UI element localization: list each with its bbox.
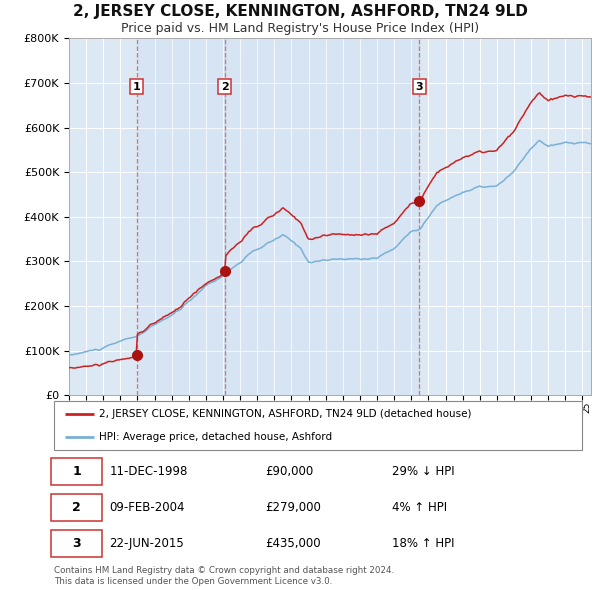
Text: 2, JERSEY CLOSE, KENNINGTON, ASHFORD, TN24 9LD: 2, JERSEY CLOSE, KENNINGTON, ASHFORD, TN… [73, 4, 527, 19]
Text: 4% ↑ HPI: 4% ↑ HPI [392, 501, 447, 514]
Text: 11-DEC-1998: 11-DEC-1998 [109, 465, 188, 478]
FancyBboxPatch shape [52, 458, 101, 485]
Text: 2, JERSEY CLOSE, KENNINGTON, ASHFORD, TN24 9LD (detached house): 2, JERSEY CLOSE, KENNINGTON, ASHFORD, TN… [99, 409, 472, 419]
Text: 18% ↑ HPI: 18% ↑ HPI [392, 537, 454, 550]
FancyBboxPatch shape [52, 530, 101, 557]
Text: Price paid vs. HM Land Registry's House Price Index (HPI): Price paid vs. HM Land Registry's House … [121, 22, 479, 35]
FancyBboxPatch shape [52, 494, 101, 521]
Text: 22-JUN-2015: 22-JUN-2015 [109, 537, 184, 550]
Text: Contains HM Land Registry data © Crown copyright and database right 2024.: Contains HM Land Registry data © Crown c… [54, 566, 394, 575]
Text: £90,000: £90,000 [265, 465, 313, 478]
Bar [225, 38, 419, 395]
Text: 2: 2 [221, 81, 229, 91]
Text: 09-FEB-2004: 09-FEB-2004 [109, 501, 185, 514]
Text: £279,000: £279,000 [265, 501, 321, 514]
Text: 1: 1 [133, 81, 140, 91]
Text: 1: 1 [72, 465, 81, 478]
Text: 3: 3 [72, 537, 81, 550]
FancyBboxPatch shape [54, 401, 582, 450]
Bar [137, 38, 225, 395]
Text: £435,000: £435,000 [265, 537, 321, 550]
Text: This data is licensed under the Open Government Licence v3.0.: This data is licensed under the Open Gov… [54, 577, 332, 586]
Text: 3: 3 [416, 81, 423, 91]
Text: 2: 2 [72, 501, 81, 514]
Text: 29% ↓ HPI: 29% ↓ HPI [392, 465, 455, 478]
Text: HPI: Average price, detached house, Ashford: HPI: Average price, detached house, Ashf… [99, 431, 332, 441]
